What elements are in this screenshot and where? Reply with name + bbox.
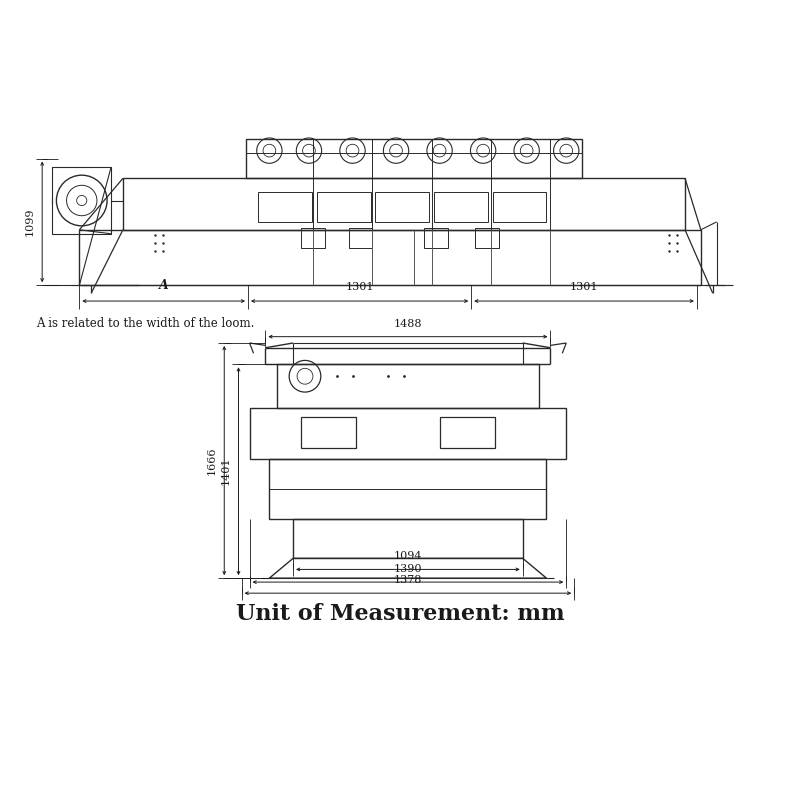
Bar xyxy=(53,167,111,234)
Bar xyxy=(123,178,685,230)
Bar xyxy=(439,418,495,447)
Bar xyxy=(317,192,370,222)
Text: 1378: 1378 xyxy=(394,575,422,586)
Bar xyxy=(293,518,522,558)
Bar xyxy=(246,138,582,178)
Bar xyxy=(250,408,566,459)
Text: 1666: 1666 xyxy=(206,446,216,475)
Bar xyxy=(349,228,372,248)
Bar xyxy=(278,364,538,408)
Bar xyxy=(79,230,701,286)
Text: 1390: 1390 xyxy=(394,564,422,574)
Bar xyxy=(301,228,325,248)
Text: 1488: 1488 xyxy=(394,318,422,329)
Text: A is related to the width of the loom.: A is related to the width of the loom. xyxy=(36,317,254,330)
Bar xyxy=(424,228,447,248)
Text: 1301: 1301 xyxy=(346,282,374,291)
Bar xyxy=(270,459,546,518)
Bar xyxy=(258,192,312,222)
Text: A: A xyxy=(159,278,169,291)
Text: 1301: 1301 xyxy=(570,282,598,291)
Text: 1094: 1094 xyxy=(394,551,422,562)
Bar xyxy=(301,418,357,447)
Bar xyxy=(475,228,499,248)
Text: Unit of Measurement: mm: Unit of Measurement: mm xyxy=(236,602,564,625)
Text: 1099: 1099 xyxy=(24,208,34,236)
Text: 1401: 1401 xyxy=(221,457,230,486)
Bar xyxy=(375,192,430,222)
Bar xyxy=(493,192,546,222)
Bar xyxy=(434,192,488,222)
